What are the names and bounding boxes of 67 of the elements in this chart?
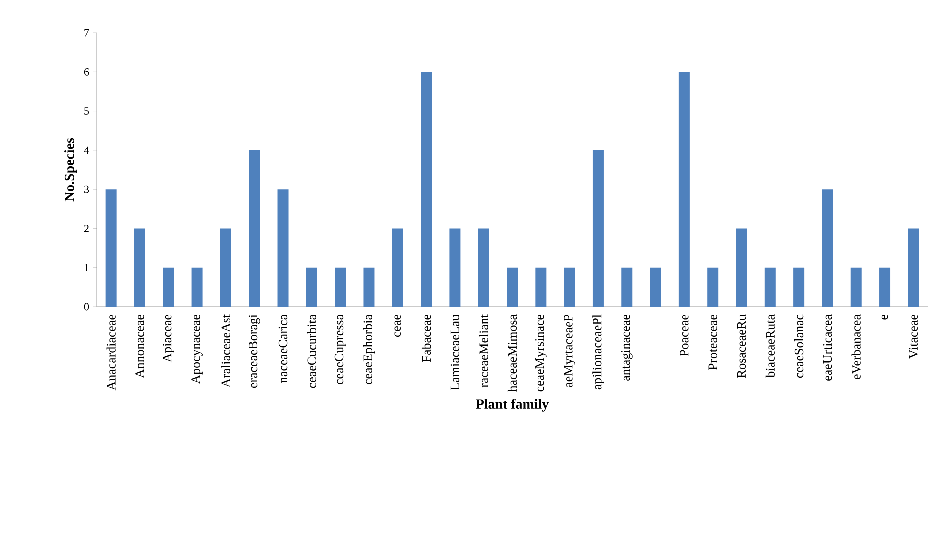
- x-tick-label: eaeUrticacea: [823, 314, 832, 381]
- bar: [192, 268, 203, 307]
- bar: [564, 268, 576, 307]
- bar: [592, 150, 604, 307]
- x-tick-label: naceaeCarica: [278, 314, 288, 384]
- bar: [392, 228, 404, 307]
- bar: [507, 268, 518, 307]
- bar: [106, 190, 117, 307]
- x-tick-label: ceaeMyrsinace: [535, 314, 547, 392]
- bar: [536, 268, 547, 307]
- x-tick-label: Vitaceae: [909, 314, 918, 359]
- x-tick-label: e: [882, 314, 888, 320]
- bar: [708, 268, 719, 307]
- bar: [794, 268, 805, 307]
- x-tick-label: Apocynaceae: [192, 314, 203, 384]
- y-tick-label: 0: [84, 303, 90, 311]
- x-tick-label: Apiaceae: [162, 314, 174, 363]
- y-tick-label: 6: [84, 68, 90, 76]
- x-tick-label: Anacardiaceae: [106, 314, 116, 391]
- bar: [220, 228, 232, 307]
- bar: [850, 268, 862, 307]
- bar: [306, 268, 318, 307]
- x-tick-label: ceaeCucurbita: [307, 314, 316, 388]
- bar: [364, 268, 375, 307]
- bar: [650, 268, 662, 307]
- x-tick-label: Poaceae: [680, 314, 689, 357]
- bar: [249, 150, 260, 307]
- bar: [622, 268, 633, 307]
- x-tick-label: aeMyrtaceaeP: [564, 315, 576, 388]
- bar: [163, 268, 174, 307]
- y-axis-title: No.Species: [64, 138, 78, 202]
- bar: [908, 228, 920, 307]
- x-axis-title: Plant family: [476, 399, 549, 412]
- x-tick-label: Annonaceae: [136, 314, 144, 378]
- y-tick-label: 7: [84, 29, 90, 37]
- y-tick-label: 5: [84, 108, 90, 115]
- bar: [134, 228, 146, 307]
- y-tick-label: 4: [84, 146, 90, 154]
- x-tick-label: Proteaceae: [708, 314, 718, 370]
- x-tick-label: ceaeEphorbia: [363, 314, 376, 384]
- x-tick-label: RosaceaeRu: [737, 314, 746, 378]
- x-tick-label: eVerbanacea: [852, 314, 861, 380]
- x-tick-label: AraliaceaeAst: [221, 314, 231, 388]
- bar: [736, 228, 748, 307]
- x-tick-label: apilionaceaePl: [592, 314, 604, 390]
- bar: [450, 228, 461, 307]
- bar: [335, 268, 346, 307]
- y-tick-label: 2: [84, 225, 89, 232]
- bar: [880, 268, 891, 307]
- bar: [822, 190, 834, 307]
- bar: [678, 72, 690, 307]
- x-tick-label: Fabaceae: [422, 314, 432, 362]
- x-tick-label: raceaeMeliant: [479, 314, 488, 388]
- x-tick-label: antaginaceae: [621, 314, 633, 381]
- bar: [278, 190, 289, 307]
- x-tick-label: ceaeCupressa: [334, 314, 346, 384]
- bar: [421, 72, 432, 307]
- x-tick-label: ceae: [394, 314, 401, 338]
- bar: [478, 228, 490, 307]
- y-tick-label: 3: [84, 186, 90, 194]
- bar: [764, 268, 776, 307]
- x-tick-label: biaceaeRuta: [766, 314, 775, 378]
- x-tick-label: haceaeMimosa: [508, 314, 518, 392]
- x-tick-label: eraceaeBoragi: [248, 314, 260, 388]
- x-tick-label: LamiaceaeLau: [450, 314, 460, 390]
- x-tick-label: ceaeSolanac: [794, 314, 804, 378]
- y-tick-label: 1: [84, 264, 89, 272]
